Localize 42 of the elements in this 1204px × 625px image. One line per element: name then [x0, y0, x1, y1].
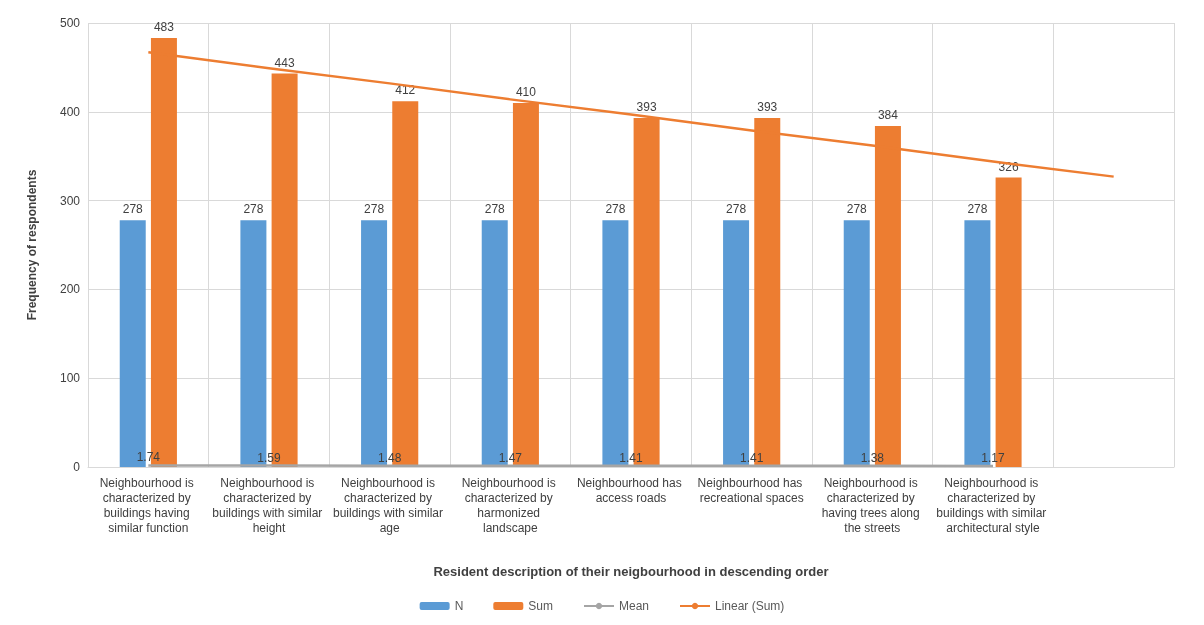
x-tick-label: Neighbourhood is characterized by buildings with similar architectural style	[936, 475, 1050, 535]
data-label: 278	[726, 202, 747, 217]
legend-label: N	[454, 599, 464, 613]
x-axis-title: Resident description of their neigbourhood in descending order	[433, 564, 829, 579]
y-tick-label: 400	[59, 104, 81, 119]
y-tick-label: 200	[59, 282, 81, 297]
legend-label: Mean	[618, 599, 650, 613]
data-label: 393	[757, 100, 778, 115]
data-label: 278	[122, 202, 144, 217]
x-tick-label: Neighbourhood is characterized by buildings with similar age	[332, 475, 447, 535]
legend-label: Sum	[528, 599, 553, 613]
x-tick-label: Neighbourhood has access roads	[576, 475, 686, 505]
data-label: 278	[846, 202, 868, 217]
y-tick-label: 500	[59, 16, 81, 30]
data-label: 410	[515, 84, 537, 99]
data-label: 278	[364, 202, 385, 217]
y-tick-label: 0	[73, 460, 81, 474]
data-label: 1.38	[860, 450, 885, 465]
x-tick-label: Neighbourhood is characterized by harmonized landscape	[461, 475, 560, 535]
legend-label: Linear (Sum)	[715, 599, 785, 613]
y-tick-label: 100	[59, 371, 81, 386]
y-axis-title: Frequency of respondents	[25, 169, 39, 321]
data-label: 278	[484, 202, 506, 217]
data-label: 278	[243, 202, 264, 217]
data-label: 1.41	[619, 450, 643, 465]
data-label: 278	[605, 202, 626, 217]
data-label: 1.47	[498, 450, 523, 465]
x-tick-label: Neighbourhood has recreational spaces	[697, 475, 806, 505]
data-label: 1.17	[981, 450, 1005, 465]
data-label: 1.74	[136, 450, 161, 465]
x-tick-label: Neighbourhood is characterized by buildings with similar height	[212, 475, 326, 535]
data-label: 1.41	[739, 450, 764, 465]
data-label: 384	[877, 108, 899, 123]
data-label: 278	[967, 202, 988, 217]
data-label: 443	[274, 55, 295, 70]
data-label: 1.59	[257, 450, 281, 465]
data-label: 483	[153, 20, 175, 35]
x-tick-label: Neighbourhood is characterized by having trees along the streets	[821, 475, 924, 535]
y-tick-label: 300	[59, 193, 81, 208]
data-label: 393	[636, 100, 657, 115]
x-tick-label: Neighbourhood is characterized by buildings having similar function	[99, 475, 198, 535]
data-label: 1.48	[377, 450, 402, 465]
